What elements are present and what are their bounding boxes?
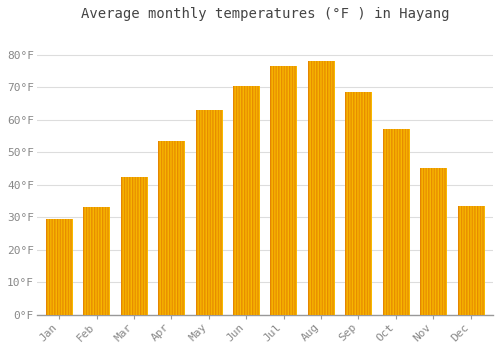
Bar [382, 130, 409, 315]
Bar [84, 208, 110, 315]
Title: Average monthly temperatures (°F ) in Hayang: Average monthly temperatures (°F ) in Ha… [80, 7, 449, 21]
Bar [420, 169, 446, 315]
Bar [346, 92, 372, 315]
Bar [121, 177, 147, 315]
Bar [233, 86, 260, 315]
Bar [46, 219, 72, 315]
Bar [196, 110, 222, 315]
Bar [158, 141, 184, 315]
Bar [308, 62, 334, 315]
Bar [458, 206, 483, 315]
Bar [270, 66, 296, 315]
